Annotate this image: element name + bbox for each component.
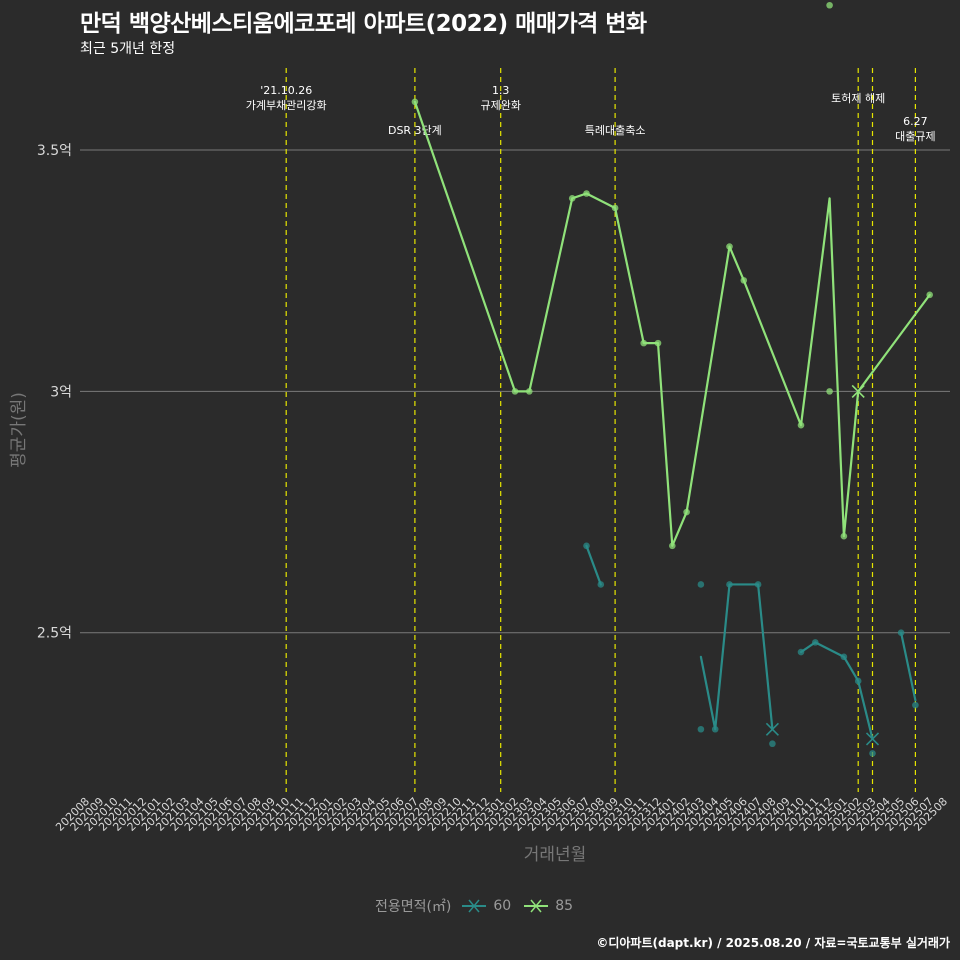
series-60-point [697,725,705,733]
series-85-point [726,243,733,250]
series-60-point [840,653,848,661]
series-85-point [611,204,619,212]
series-85-line [413,100,931,547]
x-marker-stroke [865,732,880,746]
series-85-point [683,508,690,516]
series-85-point [926,291,933,299]
series-60-point [869,750,876,757]
legend-key-85-icon [524,899,549,913]
series-60-point [754,581,762,588]
series-60-point [854,677,862,685]
y-tick-label: 3억 [50,384,72,400]
series-85-point [640,339,647,347]
series-60-line [799,641,874,741]
series-60-point [597,581,605,588]
legend: 전용면적(㎡) 60 85 [0,896,960,916]
legend-item-85: 85 [523,898,573,914]
series-85-point [526,388,533,395]
legend-label-60: 60 [493,898,512,914]
x-marker-stroke [765,722,779,736]
series-60-point [912,701,919,709]
series-60-point [812,639,819,646]
series-60-point [769,740,776,748]
series-60-line [699,583,774,731]
series-60-line [585,544,602,586]
series-85-point [740,277,748,284]
series-60-x-marker [865,732,880,746]
series-85-point [840,532,848,540]
series-85-point [583,190,590,197]
series-85-point [568,195,576,202]
series-85-point [411,98,419,106]
event-label: 1.3 규제완화 [480,84,520,112]
x-marker-stroke [851,384,865,398]
series-85-point [826,1,833,9]
y-tick-label: 3.5억 [37,143,72,159]
series-85-point [654,339,662,347]
event-label: DSR 3단계 [388,124,442,137]
event-label: 6.27 대출규제 [895,115,935,143]
series-85-point [826,388,833,395]
series-60-point [897,629,905,637]
y-tick-label: 2.5억 [37,626,72,642]
legend-label-85: 85 [555,898,574,914]
source-caption: ©디아파트(dapt.kr) / 2025.08.20 / 자료=국토교통부 실… [596,936,950,950]
chart-subtitle: 최근 5개년 한정 [80,41,176,57]
series-60-point [583,542,590,550]
series-60-point [726,581,733,588]
series-60-point [711,725,719,733]
series-85-x-marker [851,384,865,398]
x-axis-title: 거래년월 [524,845,587,865]
event-label: '21.10.26 가계부채관리강화 [246,84,327,112]
series-60-line [899,631,917,702]
legend-title: 전용면적(㎡) [374,899,452,915]
series-85-point [511,388,519,395]
chart-title: 만덕 백양산베스티움에코포레 아파트(2022) 매매가격 변화 [80,11,647,37]
series-85-point [669,542,676,550]
legend-key-60-icon [462,899,487,913]
event-label: 토허제 해제 [831,91,885,105]
series-85-point [797,421,805,429]
series-60-point [697,581,705,588]
y-axis-title: 평균가(원) [9,392,29,468]
series-60-point [797,648,805,656]
series-60-x-marker [765,722,779,736]
event-label: 특례대출축소 [585,124,646,137]
legend-item-60: 60 [461,898,511,914]
